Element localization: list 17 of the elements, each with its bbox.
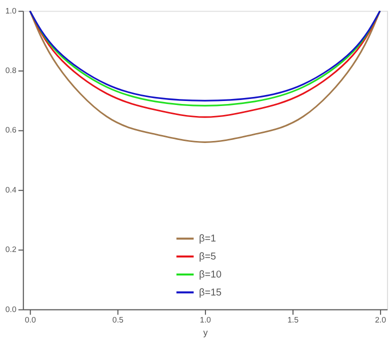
legend-label: β=15 <box>198 287 222 298</box>
legend-label: β=1 <box>198 234 216 245</box>
x-tick-label: 0.5 <box>112 316 124 325</box>
x-tick-label: 1.0 <box>200 316 212 325</box>
x-tick-label: 2.0 <box>374 316 387 325</box>
legend-label: β=10 <box>198 269 222 280</box>
y-tick-label: 0.2 <box>5 245 17 254</box>
legend-label: β=5 <box>198 252 216 263</box>
x-tick-label: 1.5 <box>287 316 300 325</box>
y-tick-label: 0.6 <box>5 126 17 135</box>
line-series <box>29 10 381 143</box>
y-tick-label: 1.0 <box>5 6 17 16</box>
y-tick-label: 0.4 <box>5 185 17 194</box>
y-tick-label: 0.8 <box>5 66 17 75</box>
x-axis-title: y <box>203 328 208 338</box>
x-tick-label: 0.0 <box>24 316 36 325</box>
y-tick-label: 0.0 <box>5 304 17 314</box>
